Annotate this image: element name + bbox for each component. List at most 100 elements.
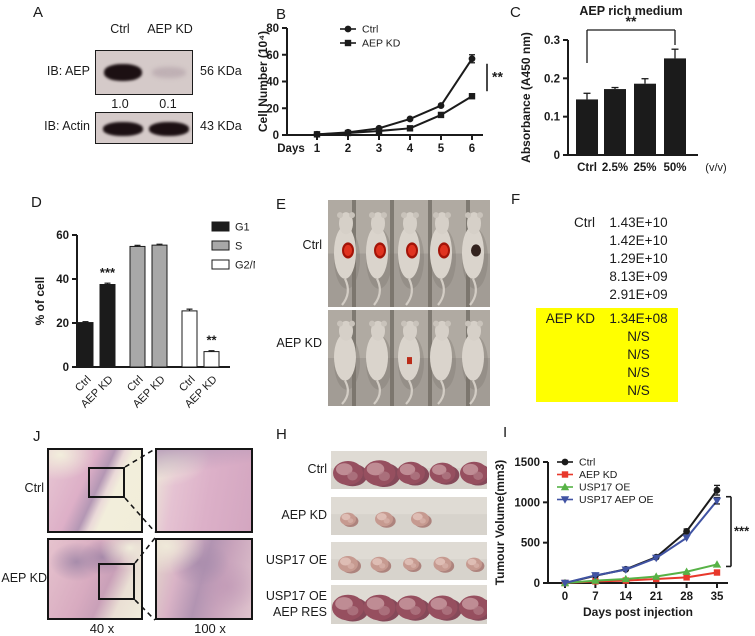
tumor-row-label-ctrl: Ctrl [307,462,327,476]
svg-text:S: S [235,241,242,253]
table-cell: 1.43E+10 [609,215,668,230]
blot-label-aep: IB: AEP [46,64,90,78]
table-cell: 1.34E+08 [609,311,668,326]
svg-text:20: 20 [56,318,69,330]
svg-text:0.2: 0.2 [544,73,560,85]
svg-text:AEP KD: AEP KD [579,469,618,481]
svg-text:Days: Days [277,143,305,155]
table-group-ctrl: Ctrl 1.43E+10 1.42E+10 1.29E+10 8.13E+09… [536,212,678,306]
svg-text:***: *** [100,265,116,280]
tumor-row-label-aepkd: AEP KD [281,508,327,522]
blot-quant-aepkd: 0.1 [159,97,177,111]
table-cell: N/S [627,365,650,380]
svg-text:G1: G1 [235,222,250,234]
svg-text:Cell Number (10⁴): Cell Number (10⁴) [256,31,270,132]
tumor-row-label-usp17oe-aepres-2: AEP RES [273,605,327,619]
mouse-row-label-ctrl: Ctrl [302,238,322,252]
svg-text:1000: 1000 [514,497,540,509]
blot-lane-header-ctrl: Ctrl [110,22,130,36]
svg-text:14: 14 [619,591,632,603]
tumor-row-label-usp17oe-aepres-1: USP17 OE [265,589,327,603]
blot-mw-aep: 56 KDa [200,64,242,78]
blot-mw-actin: 43 KDa [200,119,242,133]
bioluminescence-table: Ctrl 1.43E+10 1.42E+10 1.29E+10 8.13E+09… [498,190,755,402]
mouse-photo-ctrl [328,200,490,307]
svg-text:3: 3 [376,143,382,155]
svg-text:0.3: 0.3 [544,35,560,47]
blot-image-actin [95,112,193,144]
histology-inset-box-bottom [98,563,135,600]
table-cell: 1.42E+10 [609,233,668,248]
svg-text:35: 35 [711,591,724,603]
svg-text:4: 4 [407,143,414,155]
svg-text:0: 0 [562,591,568,603]
svg-text:500: 500 [521,538,540,550]
table-cell: N/S [627,383,650,398]
panel-letter-d: D [31,194,42,211]
panel-letter-j: J [33,428,41,445]
cell-growth-line-chart: 0 20 40 60 80 1 2 3 4 5 6 Cell Number (10⁴) Days Ctrl… [256,23,503,155]
svg-text:Tumour Volume(mm3): Tumour Volume(mm3) [493,460,507,586]
table-label-aepkd: AEP KD [545,311,596,326]
blot-label-actin: IB: Actin [44,119,90,133]
table-cell: 2.91E+09 [609,287,668,302]
svg-text:7: 7 [592,591,598,603]
panel-letter-a: A [33,4,44,21]
svg-text:USP17 OE: USP17 OE [579,482,630,494]
magnification-label-100x: 100 x [194,621,226,636]
svg-text:**: ** [626,13,637,29]
svg-text:2: 2 [345,143,351,155]
table-cell: N/S [627,329,650,344]
histology-ctrl-100x [155,448,253,533]
svg-text:% of cell: % of cell [33,277,47,326]
panel-letter-h: H [276,426,287,443]
panel-letter-f: F [511,191,521,208]
table-cell: 1.29E+10 [609,251,668,266]
histology-row-label-aepkd: AEP KD [1,571,47,585]
svg-text:1: 1 [314,143,321,155]
svg-text:0: 0 [534,578,540,590]
svg-text:1500: 1500 [514,457,540,469]
svg-text:G2/M: G2/M [235,260,255,272]
blot-band-actin-2 [149,122,189,136]
svg-text:40: 40 [56,274,69,286]
svg-text:Absorbance (A450 nm): Absorbance (A450 nm) [519,32,533,163]
histology-aepkd-40x [47,538,143,620]
svg-text:20: 20 [266,103,279,115]
tumor-photo-aepkd [331,497,487,535]
tumor-volume-line-chart: 0 500 1000 1500 0 7 14 21 28 35 Tumour Volume(mm3)… [493,457,750,620]
table-cell: 8.13E+09 [609,269,668,284]
svg-text:USP17 AEP OE: USP17 AEP OE [579,494,654,506]
blot-lane-header-aepkd: AEP KD [147,22,193,36]
table-cell: N/S [627,347,650,362]
svg-text:**: ** [206,333,217,348]
svg-text:Ctrl: Ctrl [362,24,378,36]
table-group-aepkd-highlighted: AEP KD 1.34E+08 N/S N/S N/S N/S [536,308,678,402]
histology-inset-box-top [88,467,125,498]
table-values-aepkd: 1.34E+08 N/S N/S N/S N/S [605,310,672,400]
svg-text:Days post injection: Days post injection [583,605,693,619]
svg-text:0.1: 0.1 [544,112,561,124]
histology-row-label-ctrl: Ctrl [24,481,44,495]
tumor-photo-usp17oe [331,542,487,580]
absorbance-bar-chart: 0 0.1 0.2 0.3 Ctrl 2.5% 25% 50% (v/v) AEP rich me… [519,4,727,174]
table-values-ctrl: 1.43E+10 1.42E+10 1.29E+10 8.13E+09 2.91… [605,214,672,304]
panel-letter-e: E [276,196,287,213]
blot-band-faint [152,67,186,78]
svg-text:**: ** [492,68,503,84]
svg-text:(v/v): (v/v) [705,162,726,174]
svg-text:21: 21 [650,591,663,603]
svg-text:AEP rich medium: AEP rich medium [579,4,682,18]
svg-text:0: 0 [63,362,69,374]
svg-text:0: 0 [554,150,560,162]
blot-quant-ctrl: 1.0 [111,97,129,111]
svg-text:0: 0 [273,130,279,142]
svg-text:Ctrl: Ctrl [579,457,595,469]
svg-text:Ctrl: Ctrl [577,162,597,174]
svg-text:25%: 25% [633,162,656,174]
blot-band-strong [104,64,142,81]
svg-text:2.5%: 2.5% [602,162,628,174]
svg-text:28: 28 [680,591,693,603]
